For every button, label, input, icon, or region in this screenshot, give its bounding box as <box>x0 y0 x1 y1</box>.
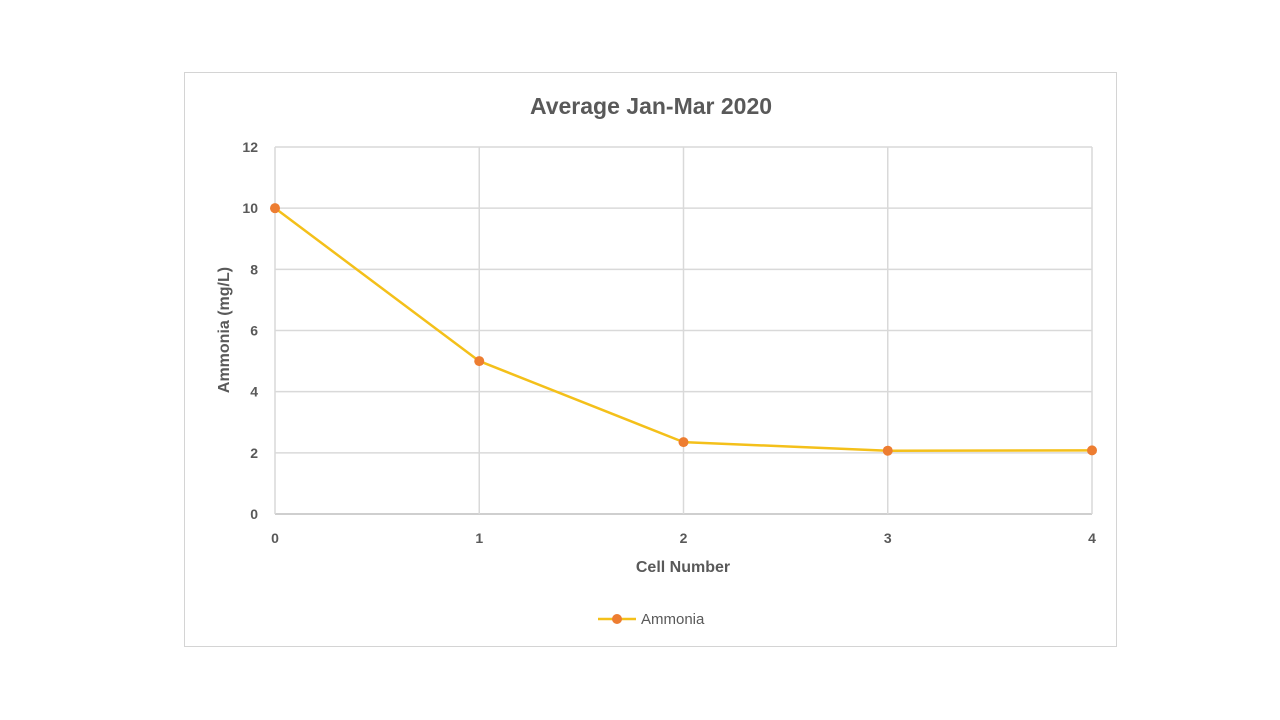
legend-marker-swatch <box>612 614 622 624</box>
grid-lines <box>274 146 1093 515</box>
x-tick-label: 3 <box>884 530 892 546</box>
y-axis-ticks: 0 2 4 6 8 10 12 <box>242 139 258 522</box>
chart-frame <box>184 72 1117 647</box>
data-point <box>678 437 689 448</box>
data-point <box>1087 445 1097 456</box>
x-axis-title: Cell Number <box>636 559 730 576</box>
x-axis-ticks: 0 1 2 3 4 <box>271 530 1096 546</box>
legend-label-ammonia: Ammonia <box>641 611 705 628</box>
data-point <box>474 356 485 367</box>
y-tick-label: 2 <box>250 445 258 461</box>
data-point <box>882 445 893 456</box>
x-tick-label: 0 <box>271 530 279 546</box>
y-tick-label: 4 <box>250 384 258 400</box>
y-tick-label: 0 <box>250 506 258 522</box>
legend: Ammonia <box>598 611 705 628</box>
y-tick-label: 10 <box>242 200 258 216</box>
series-ammonia <box>270 203 1097 456</box>
y-axis-title: Ammonia (mg/L) <box>216 267 233 393</box>
y-tick-label: 12 <box>242 139 258 155</box>
data-point <box>270 203 280 214</box>
x-tick-label: 1 <box>475 530 483 546</box>
x-tick-label: 2 <box>680 530 688 546</box>
y-tick-label: 8 <box>250 261 258 277</box>
x-tick-label: 4 <box>1088 530 1096 546</box>
y-tick-label: 6 <box>250 323 258 339</box>
chart-title: Average Jan-Mar 2020 <box>530 93 772 119</box>
